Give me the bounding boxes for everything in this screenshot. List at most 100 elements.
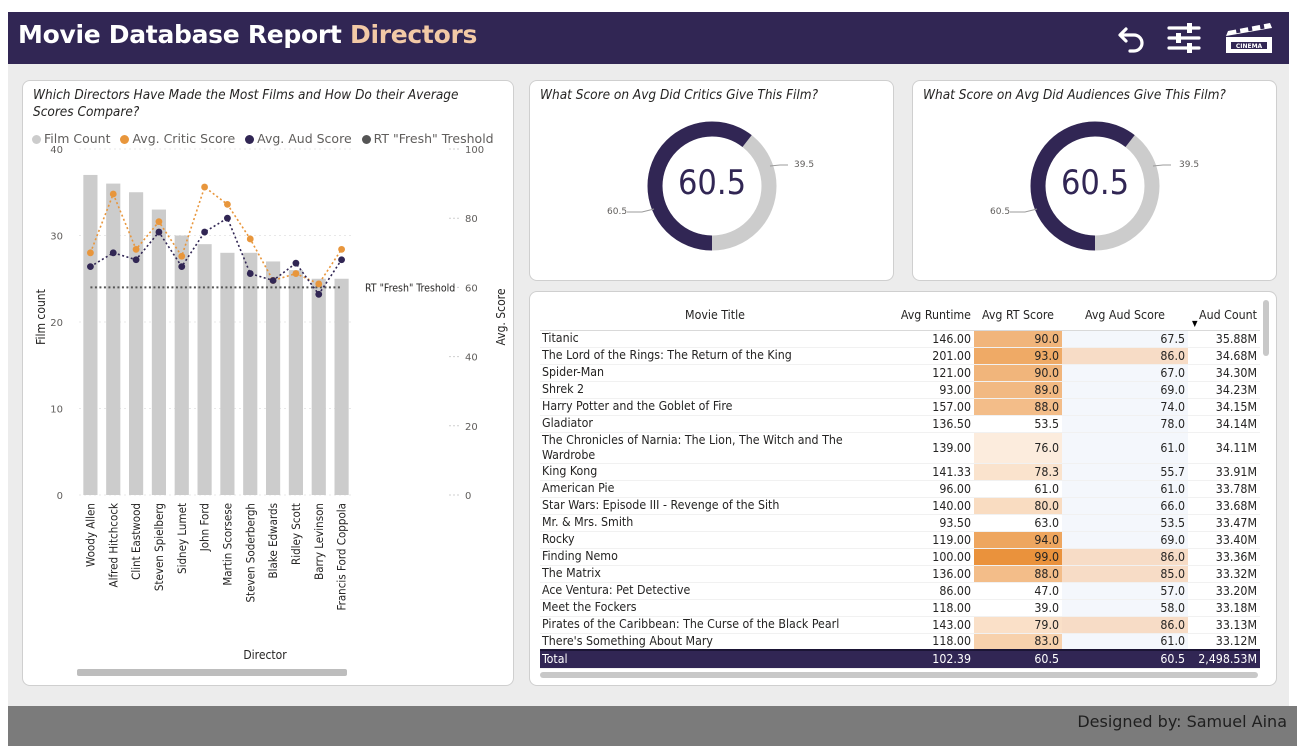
point-aud-score[interactable] [132,256,140,264]
x-tick-label: Steven Spielberg [152,503,166,591]
chart-horizontal-scrollbar[interactable] [77,669,347,676]
bar-film-count[interactable] [174,235,189,496]
cell-avg-aud-score: 66.0 [1062,497,1188,515]
table-row[interactable]: The Lord of the Rings: The Return of the… [540,347,1260,365]
point-critic-score[interactable] [246,235,254,243]
cell-movie-title: Pirates of the Caribbean: The Curse of t… [540,616,890,634]
table-row[interactable]: Spider-Man 121.00 90.0 67.0 34.30M [540,364,1260,382]
point-aud-score[interactable] [338,256,345,264]
point-aud-score[interactable] [269,277,277,284]
col-header-rt-score[interactable]: Avg RT Score [974,300,1062,331]
legend-item-critic[interactable]: Avg. Critic Score [120,131,235,146]
point-critic-score[interactable] [109,190,117,198]
table-row[interactable]: The Chronicles of Narnia: The Lion, The … [540,432,1260,464]
cell-aud-count: 34.30M [1188,364,1260,382]
point-aud-score[interactable] [87,263,94,271]
point-critic-score[interactable] [315,280,323,288]
point-critic-score[interactable] [132,245,140,253]
table-vertical-scrollbar[interactable] [1263,300,1269,356]
cell-avg-runtime: 118.00 [890,633,974,651]
table-row[interactable]: Harry Potter and the Goblet of Fire 157.0… [540,398,1260,416]
table-row[interactable]: Rocky 119.00 94.0 69.0 33.40M [540,531,1260,549]
point-critic-score[interactable] [178,252,186,260]
point-critic-score[interactable] [338,245,345,253]
bar-film-count[interactable] [83,174,98,495]
table-row[interactable]: Shrek 2 93.00 89.0 69.0 34.23M [540,381,1260,399]
legend-item-film-count[interactable]: Film Count [32,131,111,146]
audience-card-title: What Score on Avg Did Audiences Give Thi… [923,87,1226,103]
bar-film-count[interactable] [288,270,303,495]
table-row[interactable]: The Matrix 136.00 88.0 85.0 33.32M [540,565,1260,583]
point-critic-score[interactable] [87,249,94,257]
point-aud-score[interactable] [155,228,163,236]
point-critic-score[interactable] [201,183,208,191]
cell-avg-rt-score: 79.0 [974,616,1062,634]
col-header-aud-score[interactable]: Avg Aud Score [1062,300,1188,331]
col-header-runtime[interactable]: Avg Runtime [890,300,974,331]
point-aud-score[interactable] [315,290,323,298]
cell-movie-title: Finding Nemo [540,548,890,566]
bar-film-count[interactable] [197,244,212,495]
bar-film-count[interactable] [220,252,235,495]
filter-sliders-icon[interactable] [1165,20,1203,56]
point-aud-score[interactable] [224,214,231,222]
donut-filled-arc[interactable] [1030,121,1160,251]
point-aud-score[interactable] [292,259,300,267]
table-row[interactable]: Meet the Fockers 118.00 39.0 58.0 33.18M [540,599,1260,617]
sort-desc-icon: ▼ [1192,319,1198,328]
point-critic-score[interactable] [155,218,163,226]
cell-aud-count: 33.32M [1188,565,1260,583]
cell-avg-rt-score: 80.0 [974,497,1062,515]
table-row[interactable]: Gladiator 136.50 53.5 78.0 34.14M [540,415,1260,433]
table-row[interactable]: Titanic 146.00 90.0 67.5 35.88M [540,330,1260,348]
donut-filled-arc[interactable] [647,121,777,251]
critics-card-title: What Score on Avg Did Critics Give This … [540,87,819,103]
directors-chart-card: Which Directors Have Made the Most Films… [22,80,514,686]
table-row[interactable]: King Kong 141.33 78.3 55.7 33.91M [540,463,1260,481]
cell-aud-count: 34.14M [1188,415,1260,433]
col-header-aud-count[interactable]: Aud Count ▼ [1188,300,1260,331]
y-right-tick-label: 20 [465,422,478,433]
total-value: 60.5 [974,649,1062,669]
table-row[interactable]: Finding Nemo 100.00 99.0 86.0 33.36M [540,548,1260,566]
table-row[interactable]: Mr. & Mrs. Smith 93.50 63.0 53.5 33.47M [540,514,1260,532]
point-critic-score[interactable] [224,200,231,208]
point-aud-score[interactable] [178,263,186,271]
bar-film-count[interactable] [243,252,258,495]
bar-film-count[interactable] [151,209,166,496]
bar-film-count[interactable] [266,261,281,495]
movies-table-card: Movie Title Avg Runtime Avg RT Score Avg… [529,291,1277,686]
cell-movie-title: Star Wars: Episode III - Revenge of the … [540,497,890,515]
point-critic-score[interactable] [292,270,300,277]
y-tick-label: 40 [50,145,63,156]
back-arrow-icon[interactable] [1114,20,1150,56]
table-row[interactable]: Ace Ventura: Pet Detective 86.00 47.0 57.0 3… [540,582,1260,600]
table-horizontal-scrollbar[interactable] [540,672,1258,678]
point-aud-score[interactable] [201,228,208,236]
legend-dot-icon [361,134,371,144]
bar-film-count[interactable] [106,183,121,495]
legend-item-audience[interactable]: Avg. Aud Score [245,131,352,146]
cell-avg-aud-score: 86.0 [1062,616,1188,634]
legend-item-threshold[interactable]: RT "Fresh" Treshold [361,131,494,146]
bar-film-count[interactable] [311,278,326,495]
critics-donut-chart[interactable] [530,81,895,282]
leader-line [1152,164,1171,167]
table-row[interactable]: American Pie 96.00 61.0 61.0 33.78M [540,480,1260,498]
bar-film-count[interactable] [129,192,144,495]
cell-avg-rt-score: 93.0 [974,347,1062,365]
table-row[interactable]: There's Something About Mary 118.00 83.0 61… [540,633,1260,651]
cinema-ticket-icon[interactable]: CINEMA [1222,20,1276,58]
x-tick-label: Woody Allen [83,503,97,567]
bar-film-count[interactable] [334,278,349,495]
col-header-title[interactable]: Movie Title [540,300,890,331]
point-aud-score[interactable] [109,249,117,257]
x-tick-label: Steven Soderbergh [243,503,257,603]
table-row[interactable]: Pirates of the Caribbean: The Curse of t… [540,616,1260,634]
table-row[interactable]: Star Wars: Episode III - Revenge of the … [540,497,1260,515]
audience-donut-chart[interactable] [913,81,1278,282]
point-aud-score[interactable] [246,270,254,277]
critics-score-card: What Score on Avg Did Critics Give This … [529,80,894,281]
legend-dot-icon [32,134,41,144]
